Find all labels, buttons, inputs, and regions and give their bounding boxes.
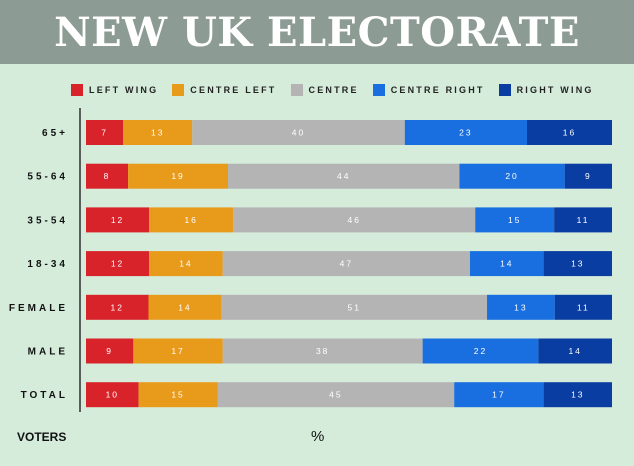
legend-item: RIGHT WING xyxy=(498,84,594,96)
bar-value-label: 15 xyxy=(508,215,521,225)
category-tick-label: MALE xyxy=(28,347,68,358)
bar-value-label: 17 xyxy=(171,346,184,356)
bar-value-label: 12 xyxy=(111,259,124,269)
bar-value-label: 14 xyxy=(568,346,581,356)
bar-segment xyxy=(222,251,470,277)
category-tick-label: 35-54 xyxy=(27,215,68,226)
legend: LEFT WING CENTRE LEFT CENTRE CENTRE RIGHT RI… xyxy=(71,84,608,96)
legend-label: RIGHT WING xyxy=(516,85,594,95)
bar-segment xyxy=(86,163,129,189)
bar-value-label: 13 xyxy=(514,302,527,312)
bar-segment xyxy=(217,382,455,408)
bar-segment xyxy=(459,163,565,189)
category-tick-label: TOTAL xyxy=(21,390,68,401)
bar-value-label: 16 xyxy=(184,215,197,225)
bar-value-label: 11 xyxy=(577,302,590,312)
bar-value-label: 17 xyxy=(492,390,505,400)
bar-segment xyxy=(86,382,139,408)
bar-value-label: 13 xyxy=(571,390,584,400)
legend-label: CENTRE xyxy=(308,85,359,95)
legend-label: CENTRE RIGHT xyxy=(390,85,485,95)
legend-item: CENTRE LEFT xyxy=(172,84,276,96)
legend-swatch xyxy=(372,84,385,96)
bar-value-label: 14 xyxy=(179,259,192,269)
bar-value-label: 47 xyxy=(340,259,353,269)
legend-swatch xyxy=(498,84,511,96)
category-tick-label: FEMALE xyxy=(9,303,68,314)
bar-segment xyxy=(487,294,555,320)
bar-value-label: 22 xyxy=(474,346,487,356)
legend-swatch xyxy=(172,84,185,96)
title-banner: NEW UK ELECTORATE xyxy=(0,0,634,64)
bar-segment xyxy=(454,382,544,408)
bar-segment xyxy=(422,338,539,364)
bar-value-label: 38 xyxy=(316,346,329,356)
bar-value-label: 14 xyxy=(500,259,513,269)
bar-segment xyxy=(228,163,460,189)
voters-label: VOTERS xyxy=(17,430,67,444)
bar-segment xyxy=(123,120,193,145)
bar-segment xyxy=(538,338,612,364)
bar-segment xyxy=(149,207,234,233)
bar-segment xyxy=(543,251,612,277)
bar-value-label: 44 xyxy=(337,171,350,181)
legend-swatch xyxy=(71,84,83,96)
category-tick-label: 65+ xyxy=(42,128,68,139)
bar-segment xyxy=(86,207,150,233)
bar-segment xyxy=(404,120,527,145)
percent-unit-label: % xyxy=(311,428,325,445)
bar-value-label: 12 xyxy=(111,215,124,225)
bar-segment xyxy=(475,207,555,233)
bar-segment xyxy=(221,294,488,320)
legend-label: CENTRE LEFT xyxy=(190,85,277,95)
bar-segment xyxy=(564,163,612,189)
bar-value-label: 19 xyxy=(171,171,184,181)
bar-value-label: 15 xyxy=(171,390,184,400)
bar-value-label: 13 xyxy=(571,259,584,269)
bar-value-label: 46 xyxy=(348,215,361,225)
bar-segment xyxy=(86,294,149,320)
bar-segment xyxy=(86,251,150,277)
bar-value-label: 23 xyxy=(459,128,472,138)
bar-value-label: 40 xyxy=(292,128,305,138)
category-tick-label: 55-64 xyxy=(27,172,68,183)
bar-value-label: 13 xyxy=(151,128,164,138)
bar-value-label: 10 xyxy=(106,390,119,400)
bar-value-label: 9 xyxy=(585,171,592,181)
page-title: NEW UK ELECTORATE xyxy=(54,8,580,56)
bar-segment xyxy=(128,163,229,189)
legend-item: CENTRE xyxy=(290,84,359,96)
legend-item: LEFT WING xyxy=(71,84,158,96)
bar-value-label: 16 xyxy=(563,128,576,138)
bar-value-label: 20 xyxy=(505,171,518,181)
bar-value-label: 45 xyxy=(329,390,342,400)
bar-segment xyxy=(133,338,223,364)
bar-value-label: 14 xyxy=(178,302,191,312)
legend-swatch xyxy=(290,84,303,96)
bar-segment xyxy=(86,120,124,145)
bar-segment xyxy=(526,120,612,145)
bar-value-label: 9 xyxy=(106,346,113,356)
legend-label: LEFT WING xyxy=(89,85,159,95)
category-tick-label: 18-34 xyxy=(27,259,68,270)
bar-segment xyxy=(149,251,223,277)
bar-segment xyxy=(222,338,423,364)
bar-value-label: 7 xyxy=(101,128,108,138)
bar-segment xyxy=(554,207,612,233)
bar-segment xyxy=(469,251,544,277)
bar-segment xyxy=(233,207,476,233)
bar-segment xyxy=(543,382,612,408)
bar-value-label: 12 xyxy=(111,302,124,312)
bar-segment xyxy=(86,338,134,364)
bar-value-label: 51 xyxy=(347,302,360,312)
bar-value-label: 11 xyxy=(577,215,590,225)
bar-value-label: 8 xyxy=(104,171,111,181)
bar-segment xyxy=(554,294,612,320)
bar-segment xyxy=(192,120,405,145)
bar-segment xyxy=(138,382,218,408)
bar-segment xyxy=(148,294,222,320)
legend-item: CENTRE RIGHT xyxy=(372,84,485,96)
